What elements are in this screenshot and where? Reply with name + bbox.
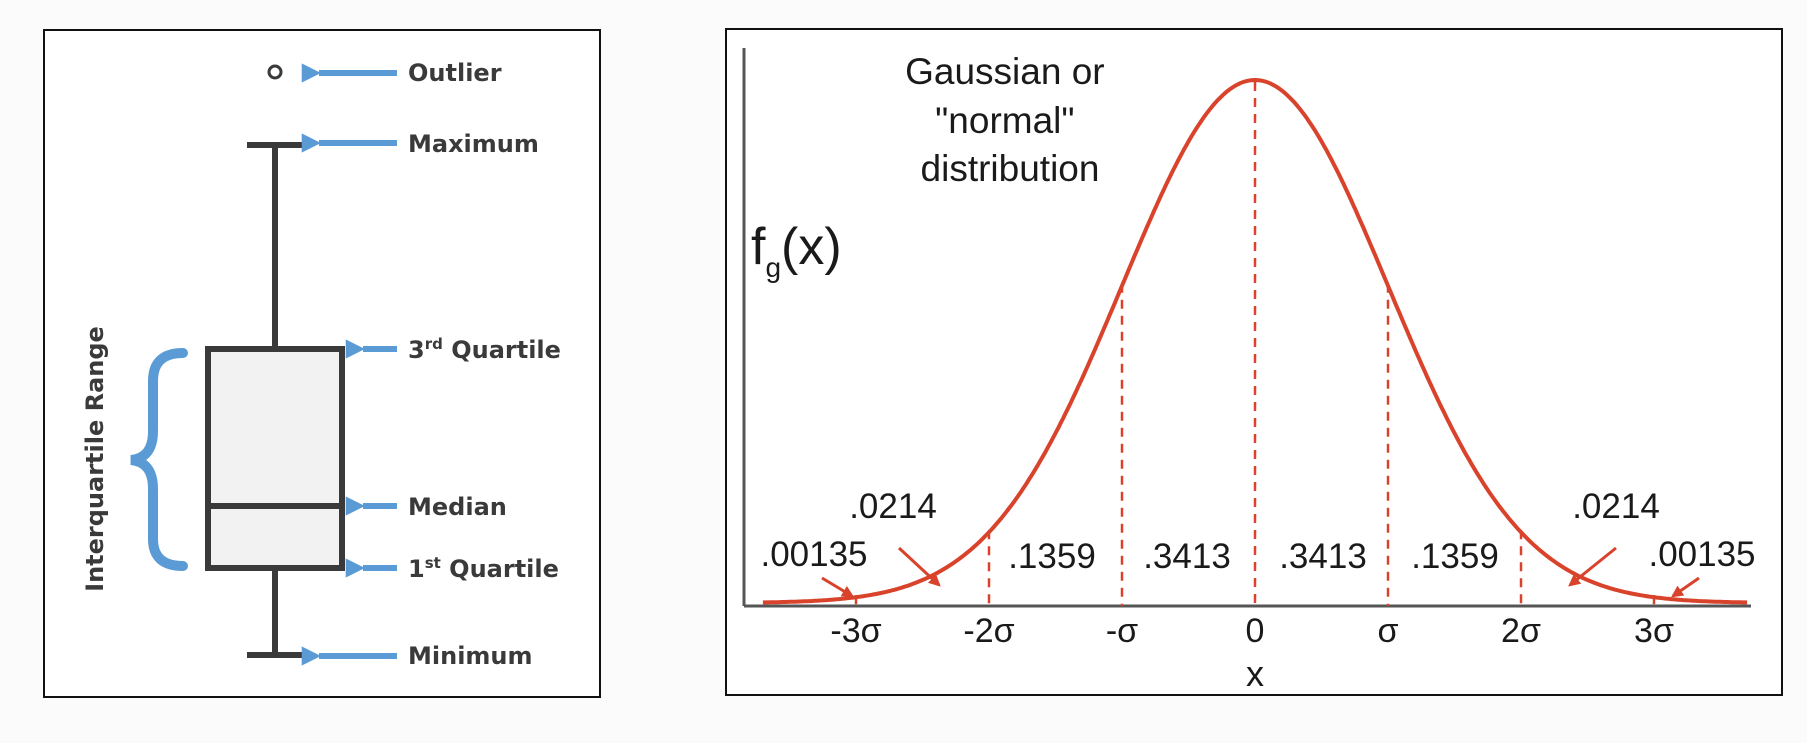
sigma-lines <box>854 82 1656 606</box>
maximum-label: Maximum <box>408 130 539 158</box>
x-tick-label: 2σ <box>1501 612 1541 650</box>
q3-label-num: 3 <box>408 336 425 364</box>
iqr-label: Interquartile Range <box>81 326 109 592</box>
x-axis-label: x <box>1246 653 1264 694</box>
area-label: .0214 <box>1572 487 1660 526</box>
area-label: .3413 <box>1143 537 1231 576</box>
area-label: .0214 <box>849 487 937 526</box>
y-axis-label: fg(x) <box>751 218 842 283</box>
x-tick-label: 0 <box>1246 612 1265 650</box>
title-line-3: distribution <box>921 148 1100 189</box>
iqr-box <box>205 346 345 571</box>
y-label-f: f <box>751 218 766 276</box>
boxplot-panel: Outlier Maximum 3rd Quartile Median 1st … <box>43 29 601 698</box>
area-label: .00135 <box>1648 535 1755 574</box>
q1-label-sup: st <box>425 554 441 572</box>
tail-arrow <box>897 546 941 587</box>
x-tick-label: -σ <box>1106 612 1138 650</box>
area-label: .1359 <box>1008 537 1096 576</box>
x-tick-label: -2σ <box>963 612 1014 650</box>
minimum-label: Minimum <box>408 642 533 670</box>
y-label-rest: (x) <box>781 218 842 276</box>
area-label: .3413 <box>1279 537 1367 576</box>
title-line-2: "normal" <box>935 100 1074 141</box>
tail-arrow <box>821 576 855 598</box>
x-tick-labels: -3σ -2σ -σ 0 σ 2σ 3σ <box>830 612 1674 650</box>
x-tick-label: -3σ <box>830 612 881 650</box>
title-line-1: Gaussian or <box>905 51 1105 92</box>
normal-curve <box>762 77 1748 605</box>
area-label: .1359 <box>1411 537 1499 576</box>
area-labels: .00135 .0214 .1359 .3413 .3413 .1359 .0214 .001… <box>760 487 1755 576</box>
tail-arrow <box>1671 576 1700 598</box>
q1-label-rest: Quartile <box>441 555 559 583</box>
x-tick-label: 3σ <box>1634 612 1674 650</box>
outlier-point <box>267 64 283 80</box>
y-label-sub: g <box>765 252 781 283</box>
tail-arrows <box>821 546 1700 598</box>
x-tick-label: σ <box>1378 612 1399 650</box>
outlier-label: Outlier <box>408 59 502 87</box>
q1-label-num: 1 <box>408 555 425 583</box>
q1-label: 1st Quartile <box>408 554 559 583</box>
q3-label-rest: Quartile <box>443 336 561 364</box>
area-label: .00135 <box>760 535 867 574</box>
q3-label-sup: rd <box>425 335 443 353</box>
distribution-title: Gaussian or "normal" distribution <box>905 51 1115 189</box>
normal-distribution-diagram: -3σ -2σ -σ 0 σ 2σ 3σ .00135 .0214 .1359 .3413 .341… <box>742 48 1756 694</box>
boxplot-diagram: Outlier Maximum 3rd Quartile Median 1st … <box>81 59 561 670</box>
tail-arrow <box>1568 546 1617 587</box>
iqr-brace <box>130 348 188 571</box>
q3-label: 3rd Quartile <box>408 335 561 364</box>
normal-distribution-panel: -3σ -2σ -σ 0 σ 2σ 3σ .00135 .0214 .1359 .3413 .341… <box>725 28 1783 696</box>
median-label: Median <box>408 493 507 521</box>
